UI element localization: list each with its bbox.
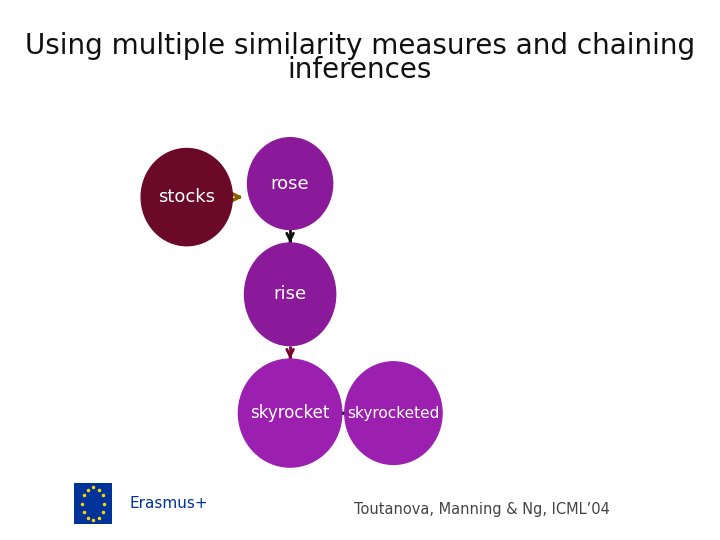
Text: inferences: inferences <box>288 56 432 84</box>
Ellipse shape <box>141 148 233 246</box>
Text: skyrocket: skyrocket <box>251 404 330 422</box>
Ellipse shape <box>245 243 336 346</box>
Ellipse shape <box>238 359 342 467</box>
FancyBboxPatch shape <box>74 483 112 524</box>
Text: Erasmus+: Erasmus+ <box>129 496 207 511</box>
Text: rose: rose <box>271 174 310 193</box>
Text: skyrocketed: skyrocketed <box>347 406 440 421</box>
Text: stocks: stocks <box>158 188 215 206</box>
Ellipse shape <box>345 362 442 464</box>
Text: rise: rise <box>274 285 307 303</box>
Text: Toutanova, Manning & Ng, ICML’04: Toutanova, Manning & Ng, ICML’04 <box>354 502 610 517</box>
Text: Using multiple similarity measures and chaining: Using multiple similarity measures and c… <box>25 32 695 60</box>
Ellipse shape <box>248 138 333 230</box>
